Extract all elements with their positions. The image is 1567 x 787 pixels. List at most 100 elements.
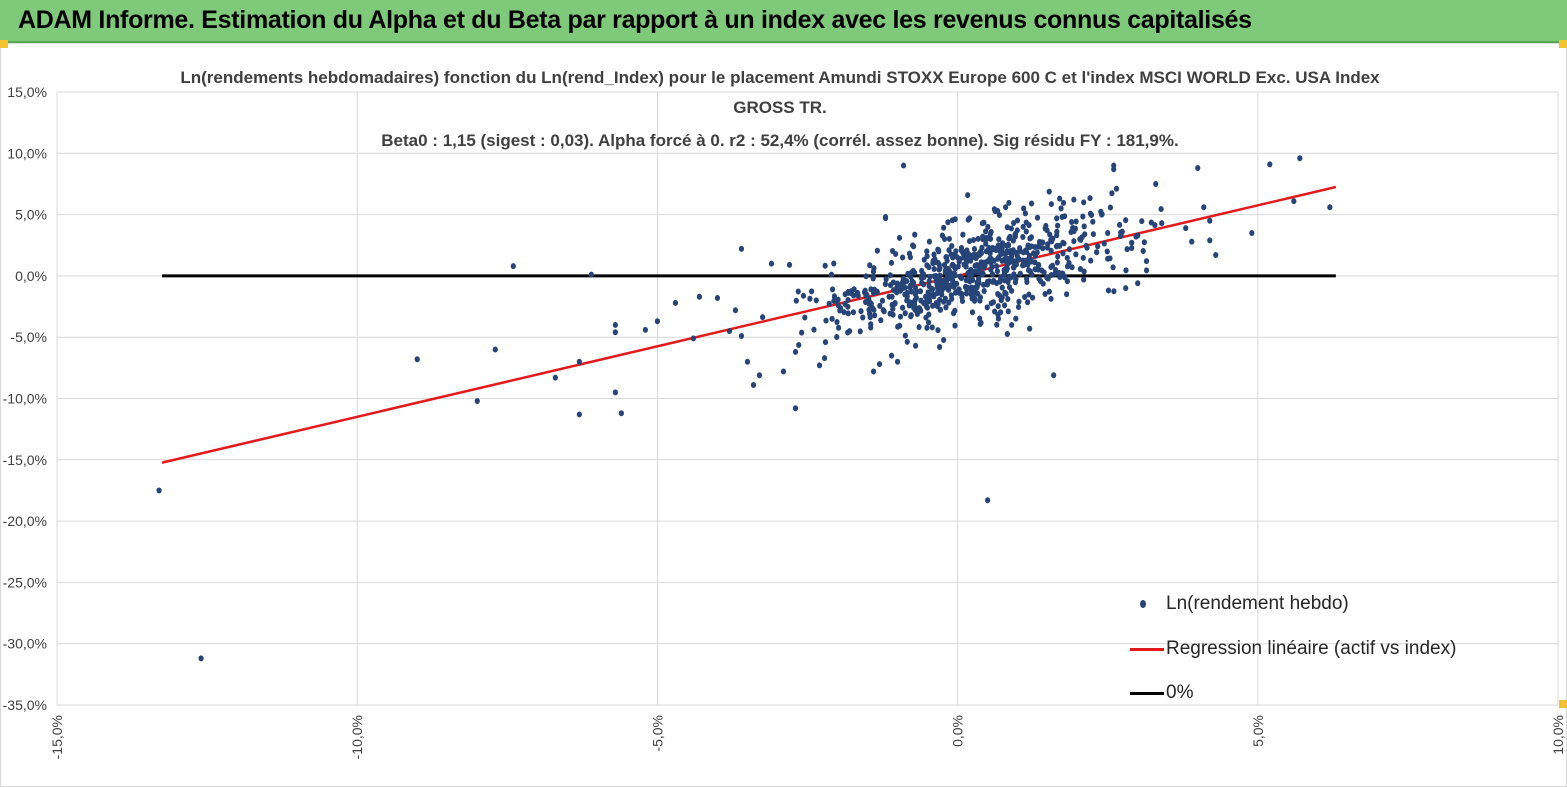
data-point <box>1143 258 1150 265</box>
data-point <box>1016 298 1022 305</box>
data-point <box>1020 223 1026 230</box>
data-point <box>1140 248 1146 255</box>
y-tick-label: 5,0% <box>15 207 47 223</box>
data-point <box>888 259 895 266</box>
data-point <box>835 302 841 309</box>
data-point <box>970 237 977 244</box>
data-point <box>920 281 927 288</box>
data-point <box>802 314 808 321</box>
y-tick-label: 0,0% <box>15 268 47 284</box>
data-point <box>1107 255 1113 262</box>
data-point <box>1036 275 1042 282</box>
data-point <box>878 317 884 324</box>
data-point <box>941 224 947 231</box>
y-tick-label: -20,0% <box>3 513 47 529</box>
data-point <box>899 285 905 292</box>
legend-marker-red-line <box>1130 637 1164 661</box>
selection-handle[interactable] <box>1559 700 1567 708</box>
data-point <box>1117 221 1123 228</box>
data-point <box>835 324 842 331</box>
data-point <box>1032 259 1038 266</box>
data-point <box>902 332 908 339</box>
data-point <box>850 309 857 316</box>
data-point <box>1001 302 1008 309</box>
data-point <box>738 245 745 252</box>
data-point <box>1059 270 1065 277</box>
data-point <box>953 248 959 255</box>
data-point <box>1003 290 1009 297</box>
data-point <box>1297 155 1303 162</box>
data-point <box>984 278 991 285</box>
data-point <box>860 314 866 321</box>
legend-entry-regression[interactable]: Regression linéaire (actif vs index) <box>1130 637 1456 661</box>
data-point <box>576 411 582 418</box>
data-point <box>977 269 983 276</box>
data-point <box>744 358 751 365</box>
data-point <box>841 309 847 316</box>
y-tick-label: -25,0% <box>3 574 47 590</box>
data-point <box>1017 270 1023 277</box>
data-point <box>831 297 837 304</box>
data-point <box>1129 244 1135 251</box>
data-point <box>823 317 829 324</box>
data-point <box>977 252 983 259</box>
data-point <box>934 303 940 310</box>
data-point <box>828 271 835 278</box>
data-point <box>1023 257 1029 264</box>
y-tick-label: -15,0% <box>3 452 47 468</box>
data-point <box>1213 252 1219 259</box>
data-point <box>883 276 889 283</box>
selection-handle[interactable] <box>0 40 8 48</box>
data-point <box>1061 213 1068 220</box>
data-point <box>492 346 498 353</box>
data-point <box>1012 231 1018 238</box>
data-point <box>768 260 775 267</box>
data-point <box>612 321 618 328</box>
data-point <box>1158 206 1164 213</box>
legend-entry-zero[interactable]: 0% <box>1130 681 1193 705</box>
data-point <box>1020 233 1026 240</box>
data-point <box>881 308 887 315</box>
data-point <box>1071 196 1077 203</box>
data-point <box>816 362 823 369</box>
data-point <box>842 291 848 298</box>
data-point <box>696 293 703 300</box>
data-point <box>837 307 843 314</box>
data-point <box>953 289 959 296</box>
data-point <box>1139 218 1145 225</box>
data-point <box>946 247 952 254</box>
data-point <box>977 315 983 322</box>
data-point <box>990 246 996 253</box>
data-point <box>871 265 877 272</box>
data-point <box>890 305 896 312</box>
data-point <box>845 329 851 336</box>
data-point <box>936 344 943 351</box>
data-point <box>999 240 1006 247</box>
data-point <box>969 276 975 283</box>
data-point <box>1026 291 1032 298</box>
data-point <box>822 355 828 362</box>
report-title: ADAM Informe. Estimation du Alpha et du … <box>18 6 1252 34</box>
data-point <box>945 219 951 226</box>
data-point <box>882 214 889 221</box>
legend-label: Regression linéaire (actif vs index) <box>1166 638 1457 659</box>
data-point <box>1058 205 1064 212</box>
data-point <box>1001 271 1007 278</box>
data-point <box>994 321 1000 328</box>
y-tick-label: -5,0% <box>10 329 47 345</box>
data-point <box>1027 325 1033 332</box>
legend-entry-points[interactable]: Ln(rendement hebdo) <box>1130 592 1349 616</box>
data-point <box>1040 245 1046 252</box>
data-point <box>921 256 927 263</box>
data-point <box>1045 241 1051 248</box>
data-point <box>796 342 802 349</box>
data-point <box>965 216 971 223</box>
data-point <box>991 206 998 213</box>
legend-marker-black-line <box>1130 681 1164 705</box>
selection-handle[interactable] <box>1559 40 1567 48</box>
data-point <box>969 309 976 316</box>
data-point <box>1110 264 1116 271</box>
data-point <box>1101 240 1107 247</box>
data-point <box>1105 229 1111 236</box>
data-point <box>834 333 840 340</box>
